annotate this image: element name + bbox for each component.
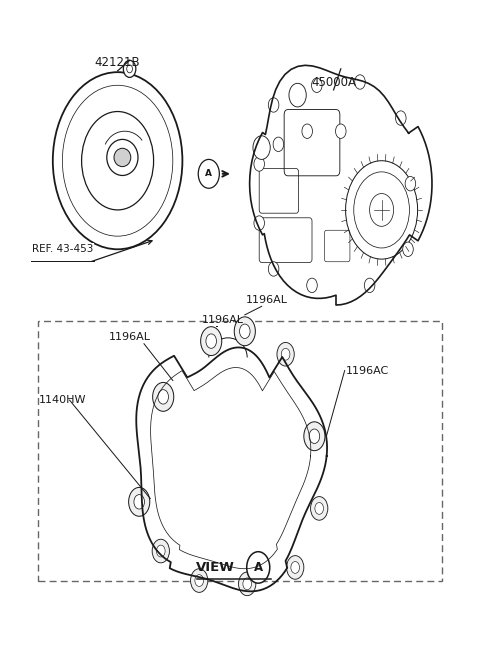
Circle shape [405, 176, 416, 191]
Text: A: A [205, 169, 212, 178]
Circle shape [254, 157, 264, 171]
Circle shape [240, 324, 250, 338]
Circle shape [307, 278, 317, 293]
Circle shape [243, 578, 252, 590]
Text: 1196AL: 1196AL [202, 315, 244, 325]
Text: 1140HW: 1140HW [38, 395, 86, 405]
Circle shape [403, 242, 413, 256]
Circle shape [302, 124, 312, 138]
Circle shape [281, 348, 290, 360]
Circle shape [268, 262, 279, 276]
Text: 42121B: 42121B [95, 56, 141, 69]
Text: REF. 43-453: REF. 43-453 [32, 244, 93, 255]
Circle shape [291, 562, 300, 573]
Text: 1196AL: 1196AL [245, 295, 288, 305]
Circle shape [268, 98, 279, 112]
Circle shape [156, 545, 165, 557]
Circle shape [273, 137, 284, 152]
Circle shape [364, 278, 375, 293]
Circle shape [253, 136, 270, 159]
Circle shape [191, 569, 208, 592]
Circle shape [315, 502, 324, 514]
Circle shape [152, 539, 169, 563]
Circle shape [234, 317, 255, 346]
Circle shape [158, 390, 168, 404]
Circle shape [312, 78, 322, 92]
Text: 1196AL: 1196AL [108, 333, 151, 342]
Circle shape [336, 124, 346, 138]
Circle shape [123, 60, 136, 77]
Text: 45000A: 45000A [311, 75, 356, 89]
Circle shape [304, 422, 325, 451]
Text: VIEW: VIEW [196, 561, 235, 574]
Circle shape [195, 575, 204, 586]
Circle shape [201, 327, 222, 356]
Circle shape [287, 556, 304, 579]
Circle shape [129, 487, 150, 516]
Circle shape [311, 497, 328, 520]
Circle shape [198, 159, 219, 188]
Circle shape [239, 572, 256, 596]
Ellipse shape [114, 148, 131, 167]
Circle shape [277, 342, 294, 366]
Circle shape [289, 83, 306, 107]
Circle shape [254, 216, 264, 230]
Circle shape [355, 75, 365, 89]
Text: A: A [253, 561, 263, 574]
Circle shape [206, 334, 216, 348]
Circle shape [247, 552, 270, 583]
Circle shape [309, 429, 320, 443]
Circle shape [153, 382, 174, 411]
Text: 1196AC: 1196AC [346, 365, 389, 376]
Circle shape [396, 111, 406, 125]
Circle shape [134, 495, 144, 509]
